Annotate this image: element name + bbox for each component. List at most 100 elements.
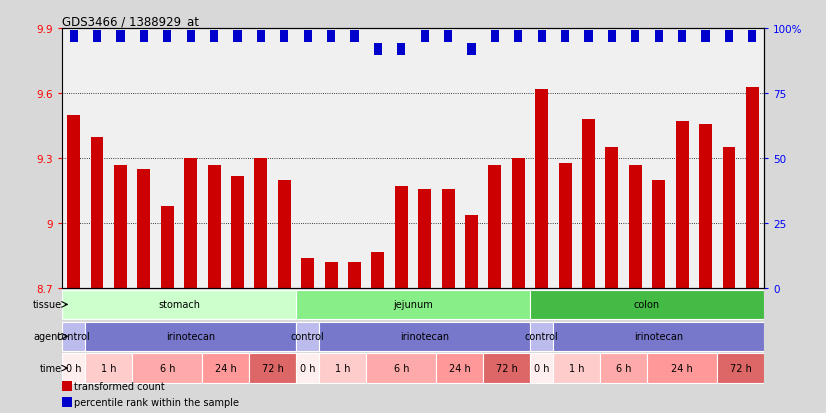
Bar (465, 215, 478, 289)
Bar (647, 354, 717, 383)
Bar (601, 354, 647, 383)
Bar (397, 44, 406, 55)
Text: colon: colon (634, 300, 660, 310)
Text: 0 h: 0 h (300, 363, 316, 373)
Bar (140, 31, 148, 43)
Text: control: control (57, 332, 91, 342)
Text: irinotecan: irinotecan (400, 332, 449, 342)
Text: percentile rank within the sample: percentile rank within the sample (74, 397, 240, 407)
Text: 24 h: 24 h (215, 363, 236, 373)
Bar (296, 322, 320, 351)
Bar (488, 165, 501, 289)
Bar (655, 31, 662, 43)
Bar (561, 31, 569, 43)
Bar (725, 31, 733, 43)
Bar (249, 354, 296, 383)
Bar (296, 354, 320, 383)
Bar (372, 252, 384, 289)
Bar (132, 354, 202, 383)
Bar (558, 163, 572, 289)
Bar (678, 31, 686, 43)
Text: 6 h: 6 h (159, 363, 175, 373)
Text: stomach: stomach (158, 300, 200, 310)
Bar (582, 120, 595, 289)
Text: 6 h: 6 h (393, 363, 409, 373)
Bar (629, 165, 642, 289)
Bar (85, 322, 296, 351)
Bar (553, 322, 764, 351)
Bar (553, 354, 601, 383)
Bar (93, 31, 101, 43)
Text: 72 h: 72 h (496, 363, 518, 373)
Bar (62, 290, 296, 319)
Bar (187, 31, 195, 43)
Bar (161, 206, 173, 289)
Bar (605, 148, 619, 289)
Text: 0 h: 0 h (534, 363, 549, 373)
Bar (116, 31, 125, 43)
Bar (85, 354, 132, 383)
Bar (483, 354, 530, 383)
Bar (254, 159, 268, 289)
Bar (366, 354, 436, 383)
Bar (538, 31, 546, 43)
Text: 24 h: 24 h (449, 363, 471, 373)
Bar (280, 31, 288, 43)
Bar (320, 322, 530, 351)
Bar (608, 31, 616, 43)
Bar (395, 187, 408, 289)
Bar (231, 176, 244, 289)
Bar (164, 31, 171, 43)
Bar (348, 263, 361, 289)
Bar (444, 31, 452, 43)
Text: 1 h: 1 h (101, 363, 116, 373)
Bar (91, 137, 103, 289)
Text: time: time (40, 363, 62, 373)
Bar (468, 44, 476, 55)
Text: 24 h: 24 h (672, 363, 693, 373)
Bar (320, 354, 366, 383)
Text: 72 h: 72 h (729, 363, 752, 373)
Bar (530, 354, 553, 383)
Bar (207, 165, 221, 289)
Bar (234, 31, 241, 43)
Bar (374, 44, 382, 55)
Bar (701, 31, 710, 43)
Bar (418, 189, 431, 289)
Bar (296, 290, 530, 319)
Text: 1 h: 1 h (569, 363, 585, 373)
Bar (114, 165, 127, 289)
Bar (512, 159, 525, 289)
Bar (631, 31, 639, 43)
Text: jejunum: jejunum (393, 300, 433, 310)
Bar (137, 170, 150, 289)
Bar (530, 290, 764, 319)
Text: irinotecan: irinotecan (634, 332, 683, 342)
Bar (67, 116, 80, 289)
Text: tissue: tissue (33, 300, 62, 310)
Bar (69, 31, 78, 43)
Text: GDS3466 / 1388929_at: GDS3466 / 1388929_at (62, 15, 199, 28)
Text: 0 h: 0 h (66, 363, 82, 373)
Bar (350, 31, 358, 43)
Bar (420, 31, 429, 43)
Bar (699, 124, 712, 289)
Bar (585, 31, 592, 43)
Text: irinotecan: irinotecan (166, 332, 216, 342)
Bar (748, 31, 757, 43)
Bar (257, 31, 265, 43)
Bar (653, 180, 665, 289)
Text: control: control (291, 332, 325, 342)
Bar (184, 159, 197, 289)
Bar (746, 88, 759, 289)
Text: transformed count: transformed count (74, 381, 165, 391)
Bar (301, 259, 314, 289)
Bar (442, 189, 454, 289)
Bar (210, 31, 218, 43)
Bar (62, 322, 85, 351)
Bar (535, 90, 548, 289)
Bar (62, 354, 85, 383)
Bar (530, 322, 553, 351)
Bar (202, 354, 249, 383)
Bar (515, 31, 522, 43)
